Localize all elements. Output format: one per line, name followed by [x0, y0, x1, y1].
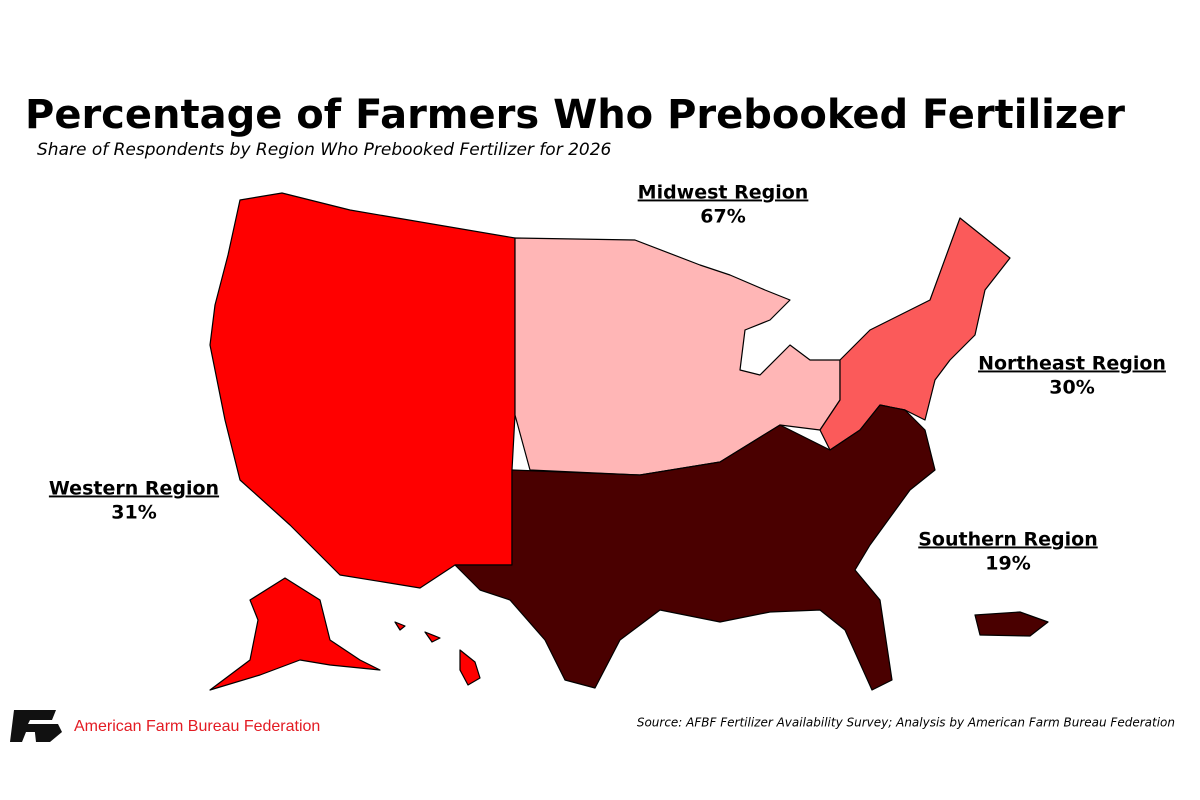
- region-shape: [394, 621, 406, 631]
- region-shape: [209, 192, 516, 589]
- region-value: 19%: [985, 553, 1030, 575]
- region-name: Northeast Region: [978, 353, 1166, 375]
- region-shape: [209, 577, 381, 691]
- region-name: Western Region: [49, 478, 219, 500]
- region-shape: [819, 217, 1011, 451]
- region-shape: [454, 404, 936, 691]
- region-name: Southern Region: [918, 529, 1097, 551]
- region-value: 67%: [700, 206, 745, 228]
- chart-subtitle: Share of Respondents by Region Who Prebo…: [37, 140, 612, 160]
- regions: [209, 192, 1049, 691]
- region-value: 31%: [111, 502, 156, 524]
- chart-title: Percentage of Farmers Who Prebooked Fert…: [25, 92, 1125, 138]
- region-shape: [974, 611, 1049, 637]
- region-name: Midwest Region: [638, 182, 809, 204]
- region-shape: [424, 631, 441, 643]
- region-value: 30%: [1049, 377, 1094, 399]
- organization: American Farm Bureau Federation: [74, 718, 320, 735]
- source: Source: AFBF Fertilizer Availability Sur…: [637, 716, 1175, 730]
- logo: [10, 710, 62, 742]
- region-shape: [459, 649, 481, 686]
